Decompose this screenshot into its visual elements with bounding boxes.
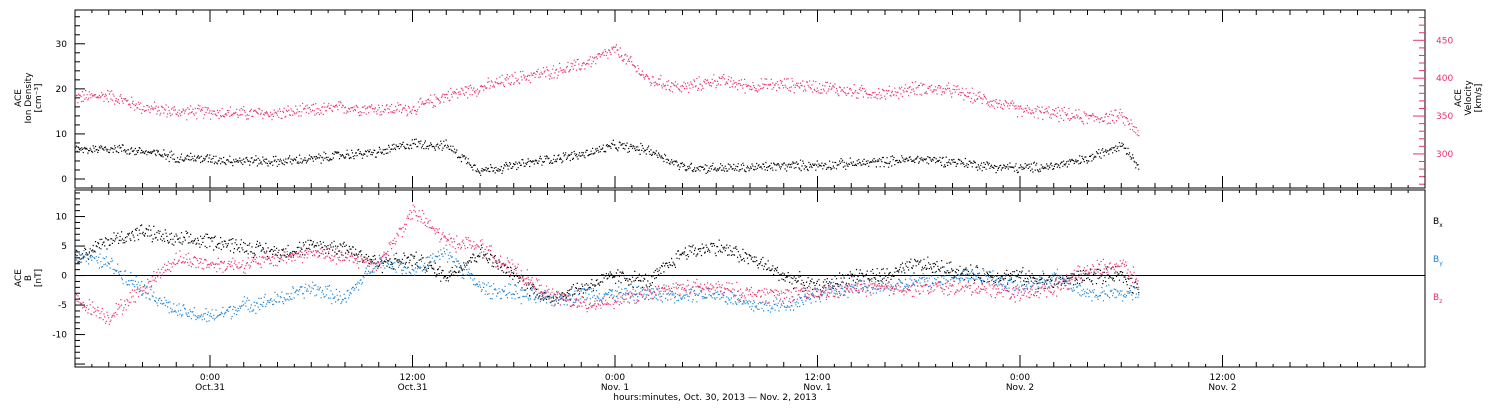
velocity-series — [75, 44, 1140, 137]
b-axis-label-line: [nT] — [34, 269, 44, 287]
velocity-axis-label: ACE Velocity [km/s] — [1454, 80, 1484, 116]
bottom-panel-frame — [74, 189, 1426, 368]
ion-density-series — [75, 138, 1140, 176]
velocity-tick-label: 450 — [1436, 36, 1453, 46]
density-tick-label: 20 — [56, 85, 68, 95]
velocity-tick-label: 350 — [1436, 112, 1453, 122]
x-tick-date-label: Nov. 2 — [1006, 383, 1034, 393]
velocity-axis-label-line: ACE — [1454, 89, 1464, 107]
density-tick-label: 10 — [56, 130, 68, 140]
density-tick-label: 0 — [61, 175, 67, 185]
top-panel-frame — [74, 9, 1426, 189]
b-tick-label: -10 — [52, 331, 67, 341]
density-axis-label-line: Ion Density — [24, 72, 34, 124]
legend-by-series: By — [1433, 255, 1443, 267]
b-tick-label: 5 — [61, 242, 67, 252]
velocity-axis-label-line: Velocity — [1464, 80, 1474, 116]
x-tick-date-label: Nov. 1 — [601, 383, 629, 393]
b-axis-label-line: ACE — [14, 269, 24, 287]
legend-bz-series: Bz — [1433, 293, 1442, 305]
x-tick-time-label: 12:00 — [400, 373, 426, 383]
velocity-axis-label-line: [km/s] — [1474, 84, 1484, 113]
x-tick-time-label: 0:00 — [200, 373, 220, 383]
x-tick-time-label: 12:00 — [805, 373, 831, 383]
b-axis-label-line: B — [24, 275, 34, 281]
velocity-tick-label: 400 — [1436, 74, 1453, 84]
x-tick-date-label: Nov. 1 — [803, 383, 831, 393]
bz-series — [75, 204, 1140, 325]
velocity-tick-label: 300 — [1436, 150, 1453, 160]
legend-sub: y — [1439, 260, 1443, 267]
x-axis-label: hours:minutes, Oct. 30, 2013 — Nov. 2, 2… — [613, 393, 817, 403]
density-axis-label: ACE Ion Density [cm⁻³] — [14, 72, 44, 124]
density-axis-label-line: ACE — [14, 89, 24, 107]
legend-bx-series: Bx — [1433, 217, 1443, 229]
b-tick-label: -5 — [58, 301, 67, 311]
b-axis-label: ACE B [nT] — [14, 269, 44, 287]
density-tick-label: 30 — [56, 40, 68, 50]
x-tick-time-label: 0:00 — [605, 373, 625, 383]
b-tick-label: 0 — [61, 272, 67, 282]
density-axis-label-line: [cm⁻³] — [34, 83, 44, 112]
x-tick-time-label: 12:00 — [1210, 373, 1236, 383]
x-tick-time-label: 0:00 — [1010, 373, 1030, 383]
bx-series — [75, 224, 1140, 304]
x-tick-date-label: Oct.31 — [195, 383, 225, 393]
legend-sub: x — [1439, 222, 1443, 229]
x-tick-date-label: Nov. 2 — [1208, 383, 1236, 393]
b-tick-label: 10 — [56, 213, 68, 223]
by-series — [75, 244, 1140, 323]
x-tick-date-label: Oct.31 — [398, 383, 428, 393]
legend-sub: z — [1439, 298, 1442, 305]
